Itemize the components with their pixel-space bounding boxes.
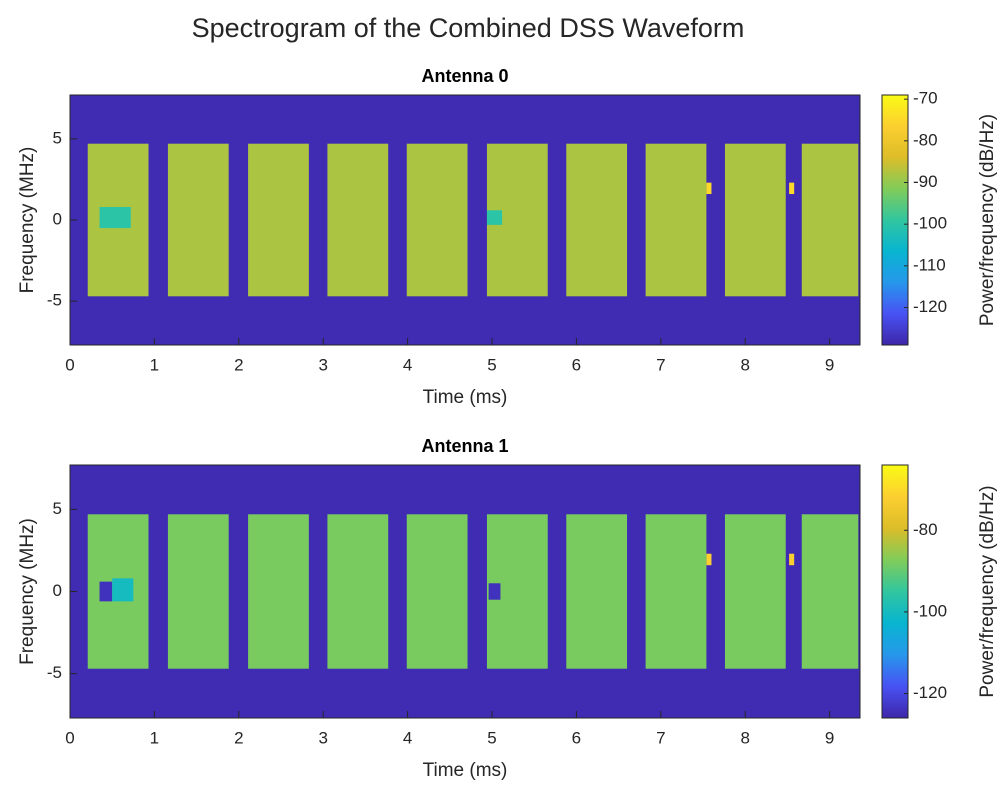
spectrogram-cell: [706, 182, 712, 195]
colorbar: [881, 464, 909, 719]
x-tick-label: 0: [65, 355, 74, 374]
x-tick-label: 6: [572, 355, 581, 374]
spectrogram-cell: [645, 143, 707, 297]
x-tick-label: 3: [318, 728, 327, 747]
x-tick-label: 5: [487, 355, 496, 374]
x-tick-label: 2: [234, 355, 243, 374]
axes-title: Antenna 1: [421, 436, 508, 456]
colorbar-tick-label: -100: [913, 214, 947, 233]
spectrogram-cell: [566, 514, 628, 669]
x-tick-label: 2: [234, 728, 243, 747]
spectrogram-cell: [167, 514, 229, 669]
spectrogram-cell: [112, 578, 134, 602]
spectrogram-cell: [406, 143, 468, 297]
spectrogram-cell: [801, 514, 859, 669]
colorbar-tick-label: -80: [913, 520, 938, 539]
y-axis-label: Frequency (MHz): [17, 147, 38, 294]
x-axis-label: Time (ms): [423, 387, 508, 408]
x-tick-label: 0: [65, 728, 74, 747]
x-tick-label: 8: [740, 728, 749, 747]
spectrogram-cell: [327, 514, 389, 669]
spectrogram-cell: [724, 514, 786, 669]
plot-area: [70, 95, 860, 345]
x-tick-label: 6: [572, 728, 581, 747]
spectrogram-cell: [801, 143, 859, 297]
x-tick-label: 5: [487, 728, 496, 747]
spectrogram-cell: [248, 143, 309, 297]
x-tick-label: 9: [825, 355, 834, 374]
axes-title: Antenna 0: [421, 66, 508, 86]
x-tick-label: 3: [318, 355, 327, 374]
colorbar-tick-label: -100: [913, 601, 947, 620]
colorbar-tick-label: -110: [913, 255, 946, 274]
colorbar-tick-label: -120: [913, 683, 947, 702]
colorbar-label: Power/frequency (dB/Hz): [977, 114, 998, 326]
spectrogram-cell: [645, 514, 707, 669]
x-tick-label: 1: [150, 728, 159, 747]
x-tick-label: 4: [403, 355, 412, 374]
y-tick-label: 0: [53, 581, 62, 600]
figure-title: Spectrogram of the Combined DSS Waveform: [192, 13, 745, 43]
y-tick-label: 5: [53, 499, 62, 518]
spectrogram-cell: [99, 581, 113, 602]
x-axis-label: Time (ms): [423, 760, 508, 781]
spectrogram-cell: [566, 143, 628, 297]
spectrogram-cell: [724, 143, 786, 297]
colorbar-tick-label: -90: [913, 172, 938, 191]
spectrogram-cell: [789, 553, 795, 566]
spectrogram-cell: [99, 207, 131, 229]
colorbar-tick-label: -80: [913, 130, 938, 149]
spectrogram-cell: [248, 514, 309, 669]
y-tick-label: 5: [53, 128, 62, 147]
spectrogram-cell: [789, 182, 795, 195]
y-axis-label: Frequency (MHz): [17, 518, 38, 665]
plot-area: [70, 465, 860, 718]
colorbar-label: Power/frequency (dB/Hz): [977, 485, 998, 697]
colorbar-tick-label: -70: [913, 89, 938, 108]
x-tick-label: 1: [150, 355, 159, 374]
y-tick-label: -5: [47, 663, 62, 682]
spectrogram-cell: [406, 514, 468, 669]
spectrogram-cell: [706, 553, 712, 566]
x-tick-label: 7: [656, 355, 665, 374]
x-tick-label: 7: [656, 728, 665, 747]
y-tick-label: -5: [47, 291, 62, 310]
colorbar-tick-label: -120: [913, 297, 947, 316]
x-tick-label: 9: [825, 728, 834, 747]
colorbar: [881, 94, 909, 346]
y-tick-label: 0: [53, 209, 62, 228]
spectrogram-cell: [327, 143, 389, 297]
x-tick-label: 8: [740, 355, 749, 374]
spectrogram-cell: [167, 143, 229, 297]
spectrogram-cell: [488, 583, 501, 600]
x-tick-label: 4: [403, 728, 412, 747]
spectrogram-cell: [486, 210, 503, 225]
